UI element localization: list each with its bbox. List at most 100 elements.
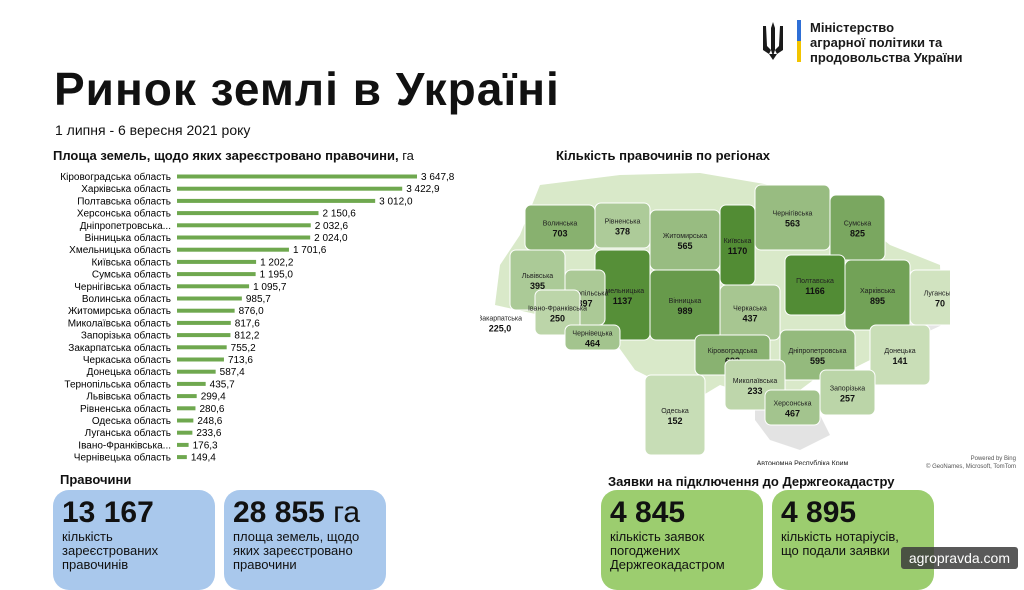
bar-category-label: Рівненська область	[80, 403, 171, 415]
bar-value-label: 587,4	[220, 367, 245, 378]
map-region-value: 250	[550, 314, 565, 324]
bar-category-label: Херсонська область	[77, 208, 171, 220]
ministry-line: аграрної політики та	[810, 35, 943, 50]
map-region-name: Дніпропетровська	[788, 347, 846, 355]
bar-category-label: Миколаївська область	[68, 317, 171, 329]
map-region	[779, 329, 856, 381]
map-region-name: Черкаська	[733, 306, 767, 313]
bar-value-label: 3 422,9	[406, 184, 440, 195]
bar-category-label: Львівська область	[86, 391, 171, 403]
bar	[177, 223, 311, 228]
bar	[177, 357, 224, 362]
caption-line: правочинів	[62, 557, 129, 572]
bar	[177, 369, 216, 374]
bar-category-label: Сумська область	[92, 269, 171, 281]
deals-count-caption: кількість зареєстрованих правочинів	[62, 530, 158, 572]
bar-chart-unit: га	[402, 148, 414, 163]
bar	[177, 406, 196, 411]
map-region-value: 225,0	[489, 324, 512, 334]
bar	[177, 174, 417, 179]
bar	[177, 418, 194, 423]
bar-category-label: Хмельницька область	[69, 244, 171, 256]
map-region	[644, 374, 706, 456]
map-region-value: 233	[747, 386, 762, 396]
watermark: agropravda.com	[900, 547, 1018, 569]
deals-area-card: 28 855 га площа земель, щодо яких зареєс…	[224, 490, 386, 590]
bar	[177, 345, 227, 350]
caption-line: яких зареєстровано	[233, 543, 353, 558]
map-region-value: 437	[742, 314, 757, 324]
bar-value-label: 2 024,0	[314, 233, 348, 244]
caption-line: зареєстрованих	[62, 543, 159, 558]
bar	[177, 211, 319, 216]
map-region	[719, 204, 756, 286]
deals-area-unit: га	[333, 496, 361, 529]
applications-approved-card: 4 845 кількість заявок погоджених Держге…	[601, 490, 763, 590]
bar-category-label: Івано-Франківська...	[78, 440, 171, 451]
bar-value-label: 817,6	[235, 318, 260, 329]
map-region-name: Кіровоградська	[708, 347, 758, 355]
bar-category-label: Черкаська область	[83, 354, 171, 366]
map-region	[594, 202, 651, 249]
caption-line: кількість	[62, 529, 113, 544]
bar-value-label: 1 095,7	[253, 282, 287, 293]
map-region	[534, 289, 581, 336]
deals-count-card: 13 167 кількість зареєстрованих правочин…	[53, 490, 215, 590]
deals-label: Правочини	[60, 472, 132, 487]
map-region-value: 152	[667, 416, 682, 426]
bar-category-label: Луганська область	[85, 427, 171, 439]
map-region	[819, 369, 876, 416]
map-region-name: Автономна Республіка Крим	[757, 460, 849, 466]
bar-value-label: 149,4	[191, 453, 216, 464]
map-region-value: 395	[530, 281, 545, 291]
map-region-name: Закарпатська	[480, 316, 522, 323]
bar-value-label: 299,4	[201, 392, 226, 403]
bar-value-label: 812,2	[234, 331, 259, 342]
bar	[177, 272, 256, 277]
map-region-name: Львівська	[522, 272, 554, 280]
bar-chart-title-text: Площа земель, щодо яких зареєстровано пр…	[53, 148, 399, 163]
bar	[177, 430, 193, 435]
bar	[177, 186, 403, 191]
map-region-value: 989	[677, 306, 692, 316]
applications-notaries-caption: кількість нотаріусів, що подали заявки	[781, 530, 899, 558]
bar-value-label: 176,3	[193, 440, 218, 451]
map-region-value: 565	[677, 241, 692, 251]
ukraine-flag-bar	[797, 20, 801, 62]
page-title: Ринок землі в Україні	[54, 63, 560, 115]
map-region-value: 825	[850, 229, 865, 239]
map-region-name: Хмельницька	[601, 288, 645, 295]
map-region-name: Вінницька	[669, 297, 702, 305]
map-region	[564, 324, 621, 351]
map-region	[784, 254, 846, 316]
bar-category-label: Донецька область	[87, 366, 171, 378]
map-region	[649, 269, 721, 341]
map-region	[844, 259, 911, 331]
map-region	[909, 269, 950, 326]
deals-count-value: 13 167	[62, 496, 154, 529]
caption-line: що подали заявки	[781, 543, 890, 558]
bar-value-label: 3 647,8	[421, 172, 455, 183]
bar-category-label: Житомирська область	[68, 305, 171, 317]
map-region	[524, 204, 596, 251]
bar-value-label: 1 701,6	[293, 245, 327, 256]
map-region-name: Чернігівська	[773, 210, 813, 218]
bar	[177, 308, 235, 313]
bar	[177, 296, 242, 301]
applications-approved-value: 4 845	[610, 496, 686, 529]
map-region-name: Житомирська	[663, 233, 707, 240]
map-region-value: 1137	[613, 296, 633, 306]
map-region	[719, 284, 781, 341]
bar-chart-title: Площа земель, щодо яких зареєстровано пр…	[53, 148, 414, 163]
bar-category-label: Запорізька область	[81, 330, 171, 342]
map-region-value: 1166	[805, 286, 825, 296]
bar-value-label: 248,6	[197, 416, 222, 427]
bar	[177, 198, 376, 203]
bar-category-label: Кіровоградська область	[60, 171, 171, 183]
bar-category-label: Чернігівська область	[74, 281, 171, 293]
map-region-value: 563	[785, 219, 800, 229]
area-bar-chart: Кіровоградська область 3 647,8 Харківська …	[60, 171, 455, 464]
map-region-value: 141	[892, 356, 907, 366]
map-region-name: Чернівецька	[572, 330, 612, 338]
